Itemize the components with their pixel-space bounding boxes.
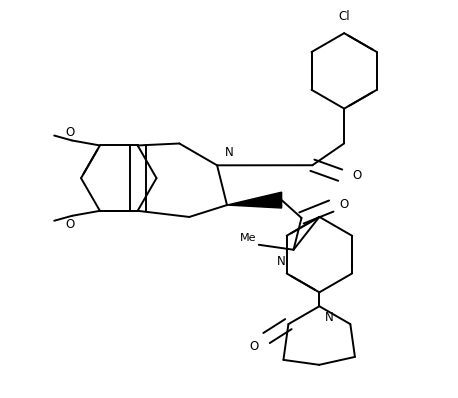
Text: Me: Me: [240, 233, 257, 243]
Polygon shape: [227, 192, 282, 208]
Text: O: O: [65, 125, 75, 139]
Text: O: O: [249, 340, 259, 353]
Text: N: N: [277, 255, 286, 268]
Text: O: O: [352, 169, 361, 181]
Text: O: O: [339, 197, 349, 211]
Text: O: O: [65, 218, 75, 231]
Text: N: N: [225, 146, 234, 159]
Text: N: N: [325, 311, 334, 324]
Text: Cl: Cl: [338, 10, 350, 23]
